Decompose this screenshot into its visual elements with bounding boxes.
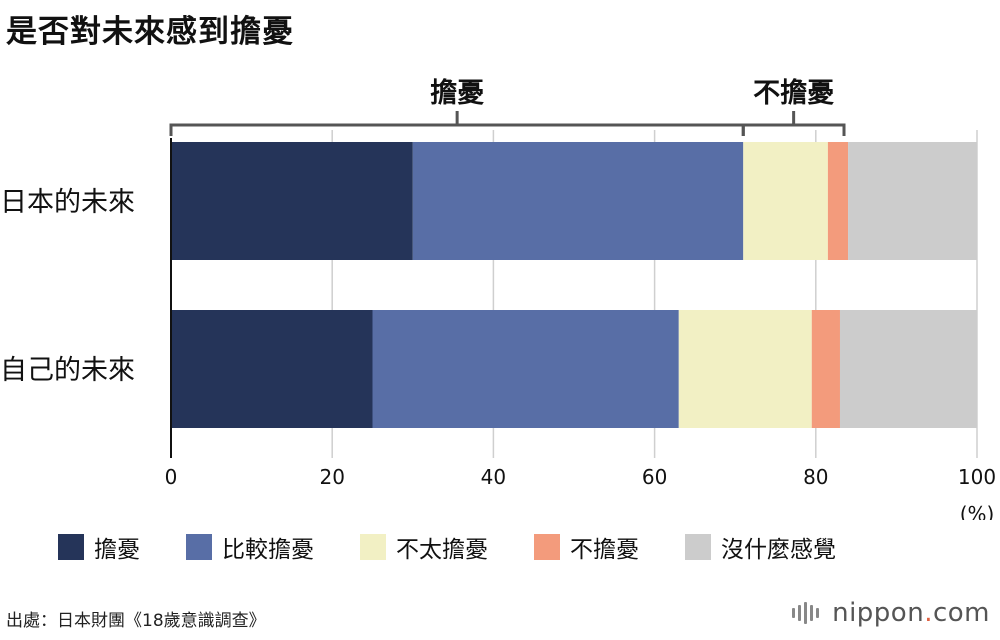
legend-item: 沒什麼感覺 <box>685 530 836 564</box>
x-tick-label: 60 <box>642 465 667 489</box>
x-tick-label: 0 <box>165 465 178 489</box>
legend-label: 沒什麼感覺 <box>721 537 836 563</box>
bar-segment <box>372 310 679 428</box>
chart-title: 是否對未來感到擔憂 <box>6 14 294 50</box>
legend-label: 不太擔憂 <box>396 537 488 563</box>
legend-swatch <box>360 534 386 560</box>
legend-item: 比較擔憂 <box>186 530 314 564</box>
logo-text: nippon <box>832 598 925 628</box>
logo-dot: . <box>924 598 933 628</box>
bracket-line <box>169 111 745 136</box>
x-tick-label: 20 <box>319 465 344 489</box>
bracket-label: 擔憂 <box>430 77 484 109</box>
bracket-annotations: 擔憂 不擔憂 <box>169 77 846 136</box>
legend-item: 不擔憂 <box>534 530 639 564</box>
legend-swatch <box>58 534 84 560</box>
source-note: 出處：日本財團《18歲意識調查》 <box>6 611 266 631</box>
bar-segment <box>848 142 977 260</box>
bracket-label: 不擔憂 <box>753 77 834 109</box>
x-axis-unit: (%) <box>960 502 995 520</box>
logo-mark-icon <box>792 602 822 624</box>
bar-segment <box>743 142 828 260</box>
bar-segment <box>171 310 373 428</box>
category-label: 自己的未來 <box>0 355 135 386</box>
legend-item: 擔憂 <box>58 530 140 564</box>
legend-swatch <box>534 534 560 560</box>
legend-label: 不擔憂 <box>570 537 639 563</box>
bars <box>171 142 977 428</box>
x-tick-label: 100 <box>958 465 996 489</box>
bar-segment <box>678 310 812 428</box>
category-label: 日本的未來 <box>0 187 135 218</box>
legend-label: 擔憂 <box>94 537 140 563</box>
bar-segment <box>827 142 849 260</box>
legend-swatch <box>186 534 212 560</box>
legend-swatch <box>685 534 711 560</box>
logo-suffix: com <box>932 598 990 628</box>
bar-segment <box>811 310 840 428</box>
legend-label: 比較擔憂 <box>222 537 314 563</box>
nippon-logo: nippon. com <box>792 598 990 628</box>
legend-item: 不太擔憂 <box>360 530 488 564</box>
bar-segment <box>171 142 413 260</box>
bracket-line <box>741 111 846 136</box>
legend: 擔憂 比較擔憂 不太擔憂 不擔憂 沒什麼感覺 <box>58 530 836 564</box>
bar-segment <box>839 310 977 428</box>
x-tick-label: 80 <box>803 465 828 489</box>
x-tick-label: 40 <box>481 465 506 489</box>
bar-segment <box>412 142 744 260</box>
x-axis: 0 20 40 60 80 100 <box>165 138 996 489</box>
